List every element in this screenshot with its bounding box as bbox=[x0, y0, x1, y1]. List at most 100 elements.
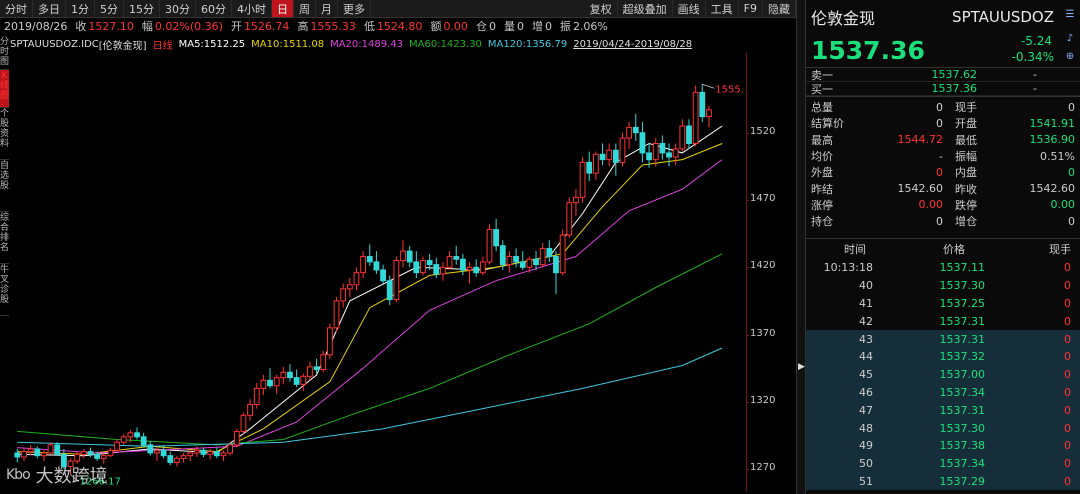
tick-vol: 0 bbox=[1064, 403, 1071, 417]
candle-body bbox=[273, 377, 280, 387]
close-label: 收 bbox=[75, 20, 87, 33]
period-tab-4[interactable]: 15分 bbox=[124, 0, 160, 17]
period-tab-2[interactable]: 1分 bbox=[66, 0, 95, 17]
candle-body bbox=[373, 261, 380, 271]
tick-row: 47 1537.31 0 bbox=[806, 401, 1080, 420]
tick-vol: 0 bbox=[1064, 421, 1071, 435]
candle-body bbox=[187, 452, 194, 457]
tick-price: 1537.34 bbox=[939, 457, 986, 471]
instrument-name: 伦敦金现 bbox=[811, 9, 876, 28]
menu-icon[interactable]: ☰ bbox=[1065, 9, 1075, 20]
period-tab-10[interactable]: 月 bbox=[316, 0, 338, 17]
candle-body bbox=[486, 229, 493, 263]
tool-button-3[interactable]: 工具 bbox=[706, 0, 739, 17]
panel-collapse-bar[interactable]: ▶ bbox=[796, 0, 806, 494]
tick-vol: 0 bbox=[1064, 261, 1071, 275]
candle-body bbox=[573, 196, 579, 204]
candle-body bbox=[300, 375, 307, 385]
side-tab-3[interactable]: 自选股 bbox=[0, 160, 9, 212]
tool-button-2[interactable]: 画线 bbox=[673, 0, 706, 17]
side-tab-5[interactable]: 牛叉诊股 bbox=[0, 264, 9, 316]
side-tab-1[interactable]: K线图 bbox=[0, 70, 9, 108]
candle-body bbox=[466, 266, 473, 271]
stat-key: 昨结 bbox=[811, 182, 833, 196]
orderbook-vol: - bbox=[1033, 68, 1037, 81]
ma-line-ma120 bbox=[17, 347, 723, 447]
candle-body bbox=[346, 284, 353, 290]
candle-body bbox=[333, 300, 340, 329]
side-tab-4[interactable]: 综合排名 bbox=[0, 212, 9, 264]
candle-body bbox=[406, 250, 413, 263]
orderbook-vol: - bbox=[1033, 82, 1037, 95]
tool-button-0[interactable]: 复权 bbox=[585, 0, 618, 17]
period-tab-1[interactable]: 多日 bbox=[33, 0, 66, 17]
tick-list-header: 时间 价格 现手 bbox=[806, 239, 1080, 259]
period-tab-5[interactable]: 30分 bbox=[160, 0, 196, 17]
stat-row: 昨结 1542.60 昨收 1542.60 bbox=[806, 180, 1080, 196]
period-tab-8[interactable]: 日 bbox=[272, 0, 294, 17]
collapse-arrow-icon[interactable]: ▶ bbox=[798, 362, 805, 372]
tick-time: 40 bbox=[859, 279, 873, 293]
stat-row: 结算价 0 开盘 1541.91 bbox=[806, 115, 1080, 131]
period-tab-3[interactable]: 5分 bbox=[95, 0, 124, 17]
stat-key: 增仓 bbox=[955, 215, 977, 229]
stat-key: 开盘 bbox=[955, 117, 977, 131]
min-price-label: 1266.17 bbox=[80, 477, 121, 488]
period-tab-11[interactable]: 更多 bbox=[338, 0, 371, 17]
tool-button-4[interactable]: F9 bbox=[739, 0, 763, 17]
toolbar-spacer bbox=[371, 0, 585, 17]
stat-key: 外盘 bbox=[811, 166, 833, 180]
tick-time: 42 bbox=[859, 314, 873, 328]
tool-button-5[interactable]: 隐藏 bbox=[763, 0, 796, 17]
candle-body bbox=[672, 148, 679, 158]
stat-row: 外盘 0 内盘 0 bbox=[806, 164, 1080, 180]
legend-ma10: MA10:1511.08 bbox=[251, 38, 325, 50]
tick-row: 48 1537.30 0 bbox=[806, 419, 1080, 437]
tick-row: 49 1537.38 0 bbox=[806, 436, 1080, 455]
legend-period: 日线 bbox=[152, 40, 173, 52]
y-tick-mark bbox=[746, 334, 749, 336]
tool-button-1[interactable]: 超级叠加 bbox=[618, 0, 673, 17]
candle-body bbox=[666, 152, 672, 158]
period-tab-6[interactable]: 60分 bbox=[196, 0, 232, 17]
stat-key: 涨停 bbox=[811, 198, 833, 212]
candle-body bbox=[260, 379, 267, 389]
stat-value: - bbox=[939, 149, 943, 163]
chart-legend: SPTAUUSDOZ.IDC [伦敦金现] 日线 MA5:1512.25 MA1… bbox=[10, 37, 745, 52]
stat-key: 内盘 bbox=[955, 166, 977, 180]
stat-key: 均价 bbox=[811, 150, 833, 164]
candle-body bbox=[326, 327, 333, 356]
tick-rows[interactable]: 10:13:18 1537.11 0 40 1537.30 0 41 1537.25 0 42 15… bbox=[806, 259, 1080, 491]
candle-body bbox=[207, 451, 214, 455]
quote-stats: 总量 0 现手 0 结算价 0 开盘 1541.91 最高 1544.72 最低 1536.90 均价 -… bbox=[806, 96, 1080, 229]
side-tab-2[interactable]: 个股资料 bbox=[0, 108, 9, 160]
stat-row: 最高 1544.72 最低 1536.90 bbox=[806, 132, 1080, 148]
period-toolbar: 分时 多日 1分 5分 15分 30分 60分 4小时日周月更多 复权 超级叠加 画线 工具 F9 隐藏 bbox=[0, 0, 796, 18]
tick-header-vol: 现手 bbox=[1049, 243, 1071, 256]
candle-body bbox=[586, 161, 593, 174]
order-book: 卖一 1537.62 - 买一 1537.36 - bbox=[806, 68, 1080, 96]
y-tick-label: 1520 bbox=[750, 125, 776, 137]
candle-body bbox=[67, 460, 74, 467]
candle-body bbox=[307, 366, 313, 377]
bell-icon[interactable]: ♪ bbox=[1066, 33, 1074, 44]
stat-row: 总量 0 现手 0 bbox=[806, 99, 1080, 115]
y-tick-mark bbox=[746, 469, 749, 471]
period-tab-9[interactable]: 周 bbox=[294, 0, 316, 17]
tick-vol: 0 bbox=[1064, 385, 1071, 399]
tick-price: 1537.32 bbox=[939, 350, 986, 364]
candle-body bbox=[420, 260, 426, 274]
candle-body bbox=[147, 444, 154, 454]
plus-icon[interactable]: ⊕ bbox=[1065, 51, 1075, 62]
legend-range[interactable]: 2019/04/24-2019/08/28 bbox=[573, 38, 693, 50]
candle-body bbox=[646, 152, 652, 161]
candle-body bbox=[280, 371, 287, 379]
candlestick-chart[interactable]: 1555.33 1266.17 bbox=[10, 52, 745, 492]
amount-label: 额 bbox=[430, 20, 442, 33]
stat-value: 0 bbox=[936, 165, 943, 179]
period-tab-7[interactable]: 4小时 bbox=[232, 0, 272, 17]
period-tab-0[interactable]: 分时 bbox=[0, 0, 33, 17]
tick-vol: 0 bbox=[1064, 474, 1071, 488]
side-tab-0[interactable]: 分时图 bbox=[0, 36, 9, 70]
